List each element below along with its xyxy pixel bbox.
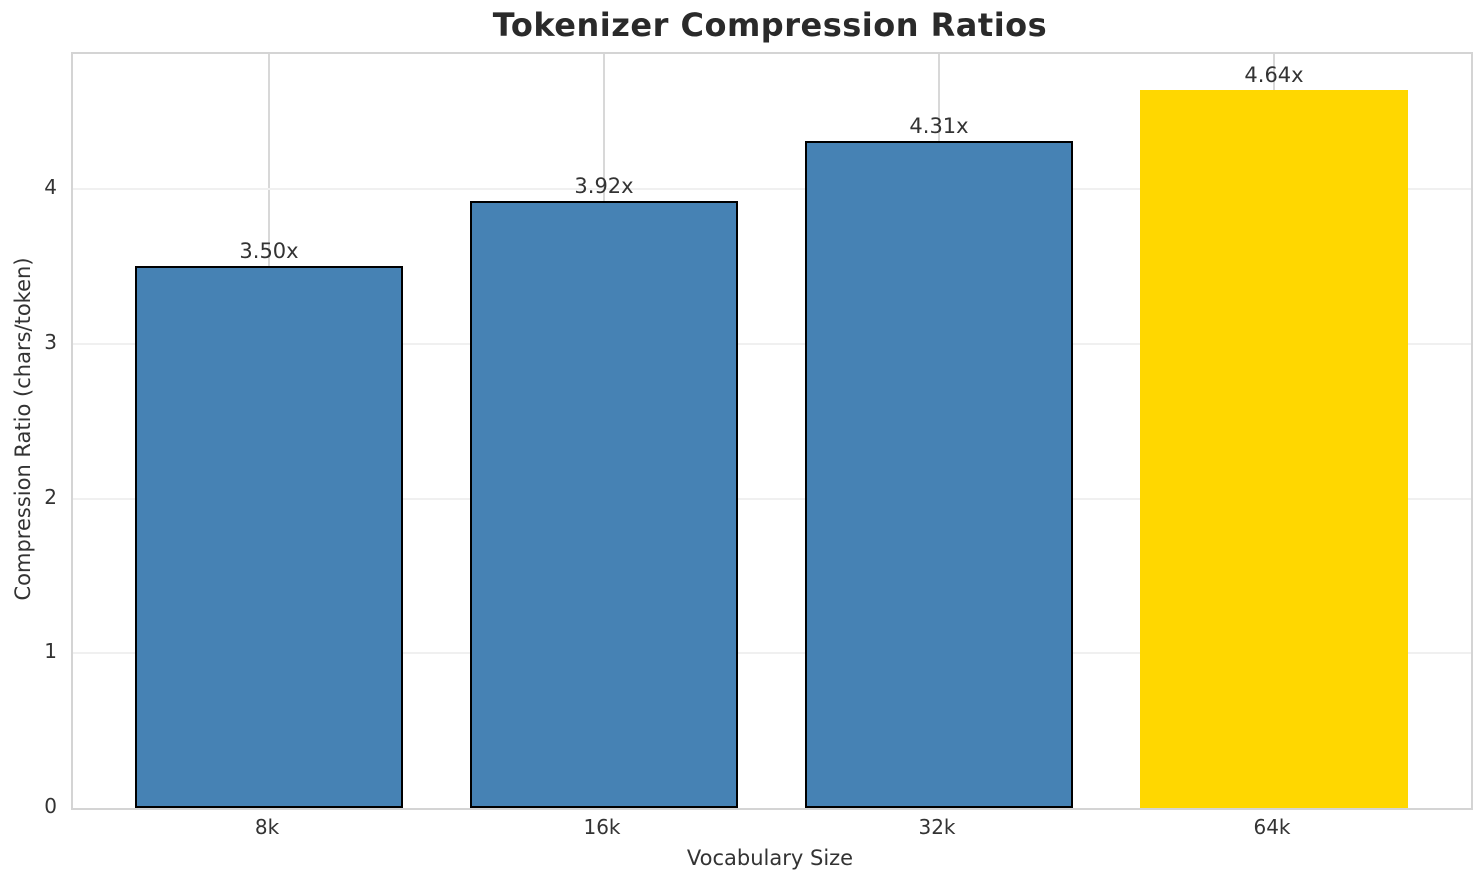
bar-value-label: 3.50x [239, 239, 299, 264]
y-tick-label: 3 [44, 329, 57, 354]
bar-64k [1140, 90, 1408, 808]
y-tick-label: 1 [44, 639, 57, 664]
bar-16k [470, 201, 738, 808]
x-tick-label: 32k [918, 815, 956, 839]
chart-title: Tokenizer Compression Ratios [492, 6, 1048, 44]
bar-value-label: 3.92x [574, 174, 634, 199]
x-axis-label: Vocabulary Size [686, 846, 854, 870]
horizontal-gridline [73, 652, 1471, 655]
x-tick-label: 16k [583, 815, 621, 839]
horizontal-gridline [73, 342, 1471, 345]
y-tick-label: 2 [44, 484, 57, 509]
bar-value-label: 4.64x [1244, 63, 1304, 88]
horizontal-gridline [73, 497, 1471, 500]
y-tick-label: 0 [44, 794, 57, 818]
y-axis-label: Compression Ratio (chars/token) [11, 257, 35, 601]
horizontal-gridline [73, 188, 1471, 191]
bar-32k [805, 141, 1073, 808]
x-tick-label: 64k [1253, 815, 1291, 839]
y-tick-label: 4 [44, 175, 57, 200]
plot-area: 3.50x 3.92x 4.31x 4.64x [71, 52, 1473, 810]
bar-8k [135, 266, 403, 808]
x-tick-label: 8k [254, 815, 280, 839]
bar-value-label: 4.31x [909, 114, 969, 139]
